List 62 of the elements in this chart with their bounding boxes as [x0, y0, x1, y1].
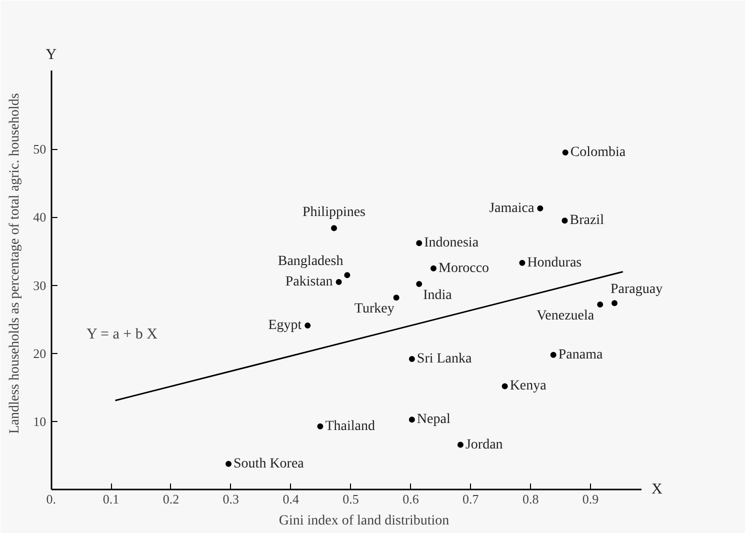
- text: Y: [46, 46, 57, 63]
- series-label: South Korea: [234, 456, 305, 472]
- series-label: Philippines: [302, 205, 366, 220]
- point: [430, 265, 436, 272]
- series-label: Pakistan: [285, 274, 333, 290]
- point: [537, 205, 544, 212]
- point: [597, 301, 604, 308]
- annotation: Y = a + b X: [86, 326, 158, 343]
- series-label: Bangladesh: [278, 254, 344, 270]
- x-tick-label: 0.3: [222, 492, 240, 507]
- series-label: Thailand: [325, 418, 375, 434]
- y-tick-label: 20: [33, 346, 46, 361]
- y-tick-label: 30: [33, 278, 46, 293]
- x-axis-title: Gini index of land distribution: [278, 514, 450, 528]
- y-axis-title: Landless households as percentage of total agric. households: [8, 93, 22, 434]
- point: [562, 150, 568, 156]
- point: [550, 352, 556, 358]
- y-tick-label: 10: [33, 414, 46, 430]
- x-tick-label: 0.: [46, 492, 56, 507]
- point: [416, 281, 422, 287]
- y-tick-label: 40: [33, 210, 46, 225]
- point: [416, 240, 422, 246]
- series-label: Indonesia: [424, 236, 480, 251]
- point: [317, 423, 324, 430]
- series-label: Jamaica: [489, 200, 535, 216]
- series-label: Morocco: [438, 260, 490, 276]
- y-tick-label: 50: [33, 142, 46, 157]
- series-label: Sri Lanka: [416, 351, 473, 366]
- x-tick-label: 0.5: [342, 492, 359, 507]
- series-label: Jordan: [465, 437, 503, 452]
- series-label: Venezuela: [536, 308, 595, 324]
- series-label: Paraguay: [610, 282, 663, 298]
- x-tick-label: 0.7: [462, 492, 480, 507]
- point: [336, 278, 342, 285]
- point: [393, 294, 400, 301]
- series-label: Nepal: [416, 412, 450, 428]
- series-label: Egypt: [268, 318, 302, 334]
- point: [562, 218, 568, 224]
- point: [408, 416, 415, 423]
- series-label: Turkey: [354, 302, 394, 317]
- point: [611, 300, 618, 306]
- point: [457, 442, 464, 448]
- point: [304, 322, 311, 329]
- x-tick-label: 0.2: [162, 492, 180, 507]
- series-label: Honduras: [527, 255, 582, 270]
- point: [519, 260, 526, 266]
- series-label: India: [423, 288, 453, 304]
- x-tick-label: 0.9: [582, 492, 599, 507]
- x-tick-label: 0.6: [402, 492, 420, 507]
- x-tick-label: 0.1: [102, 492, 120, 507]
- x-tick-label: 0.8: [522, 492, 539, 507]
- text: X: [651, 482, 662, 498]
- series-label: Colombia: [570, 145, 626, 160]
- x-tick-label: 0.4: [282, 492, 300, 507]
- series-label: Brazil: [570, 213, 604, 228]
- point: [331, 225, 338, 232]
- point: [344, 272, 350, 278]
- series-label: Panama: [558, 347, 604, 362]
- point: [226, 460, 232, 467]
- series-label: Kenya: [510, 378, 548, 394]
- point: [502, 383, 508, 390]
- point: [408, 356, 415, 362]
